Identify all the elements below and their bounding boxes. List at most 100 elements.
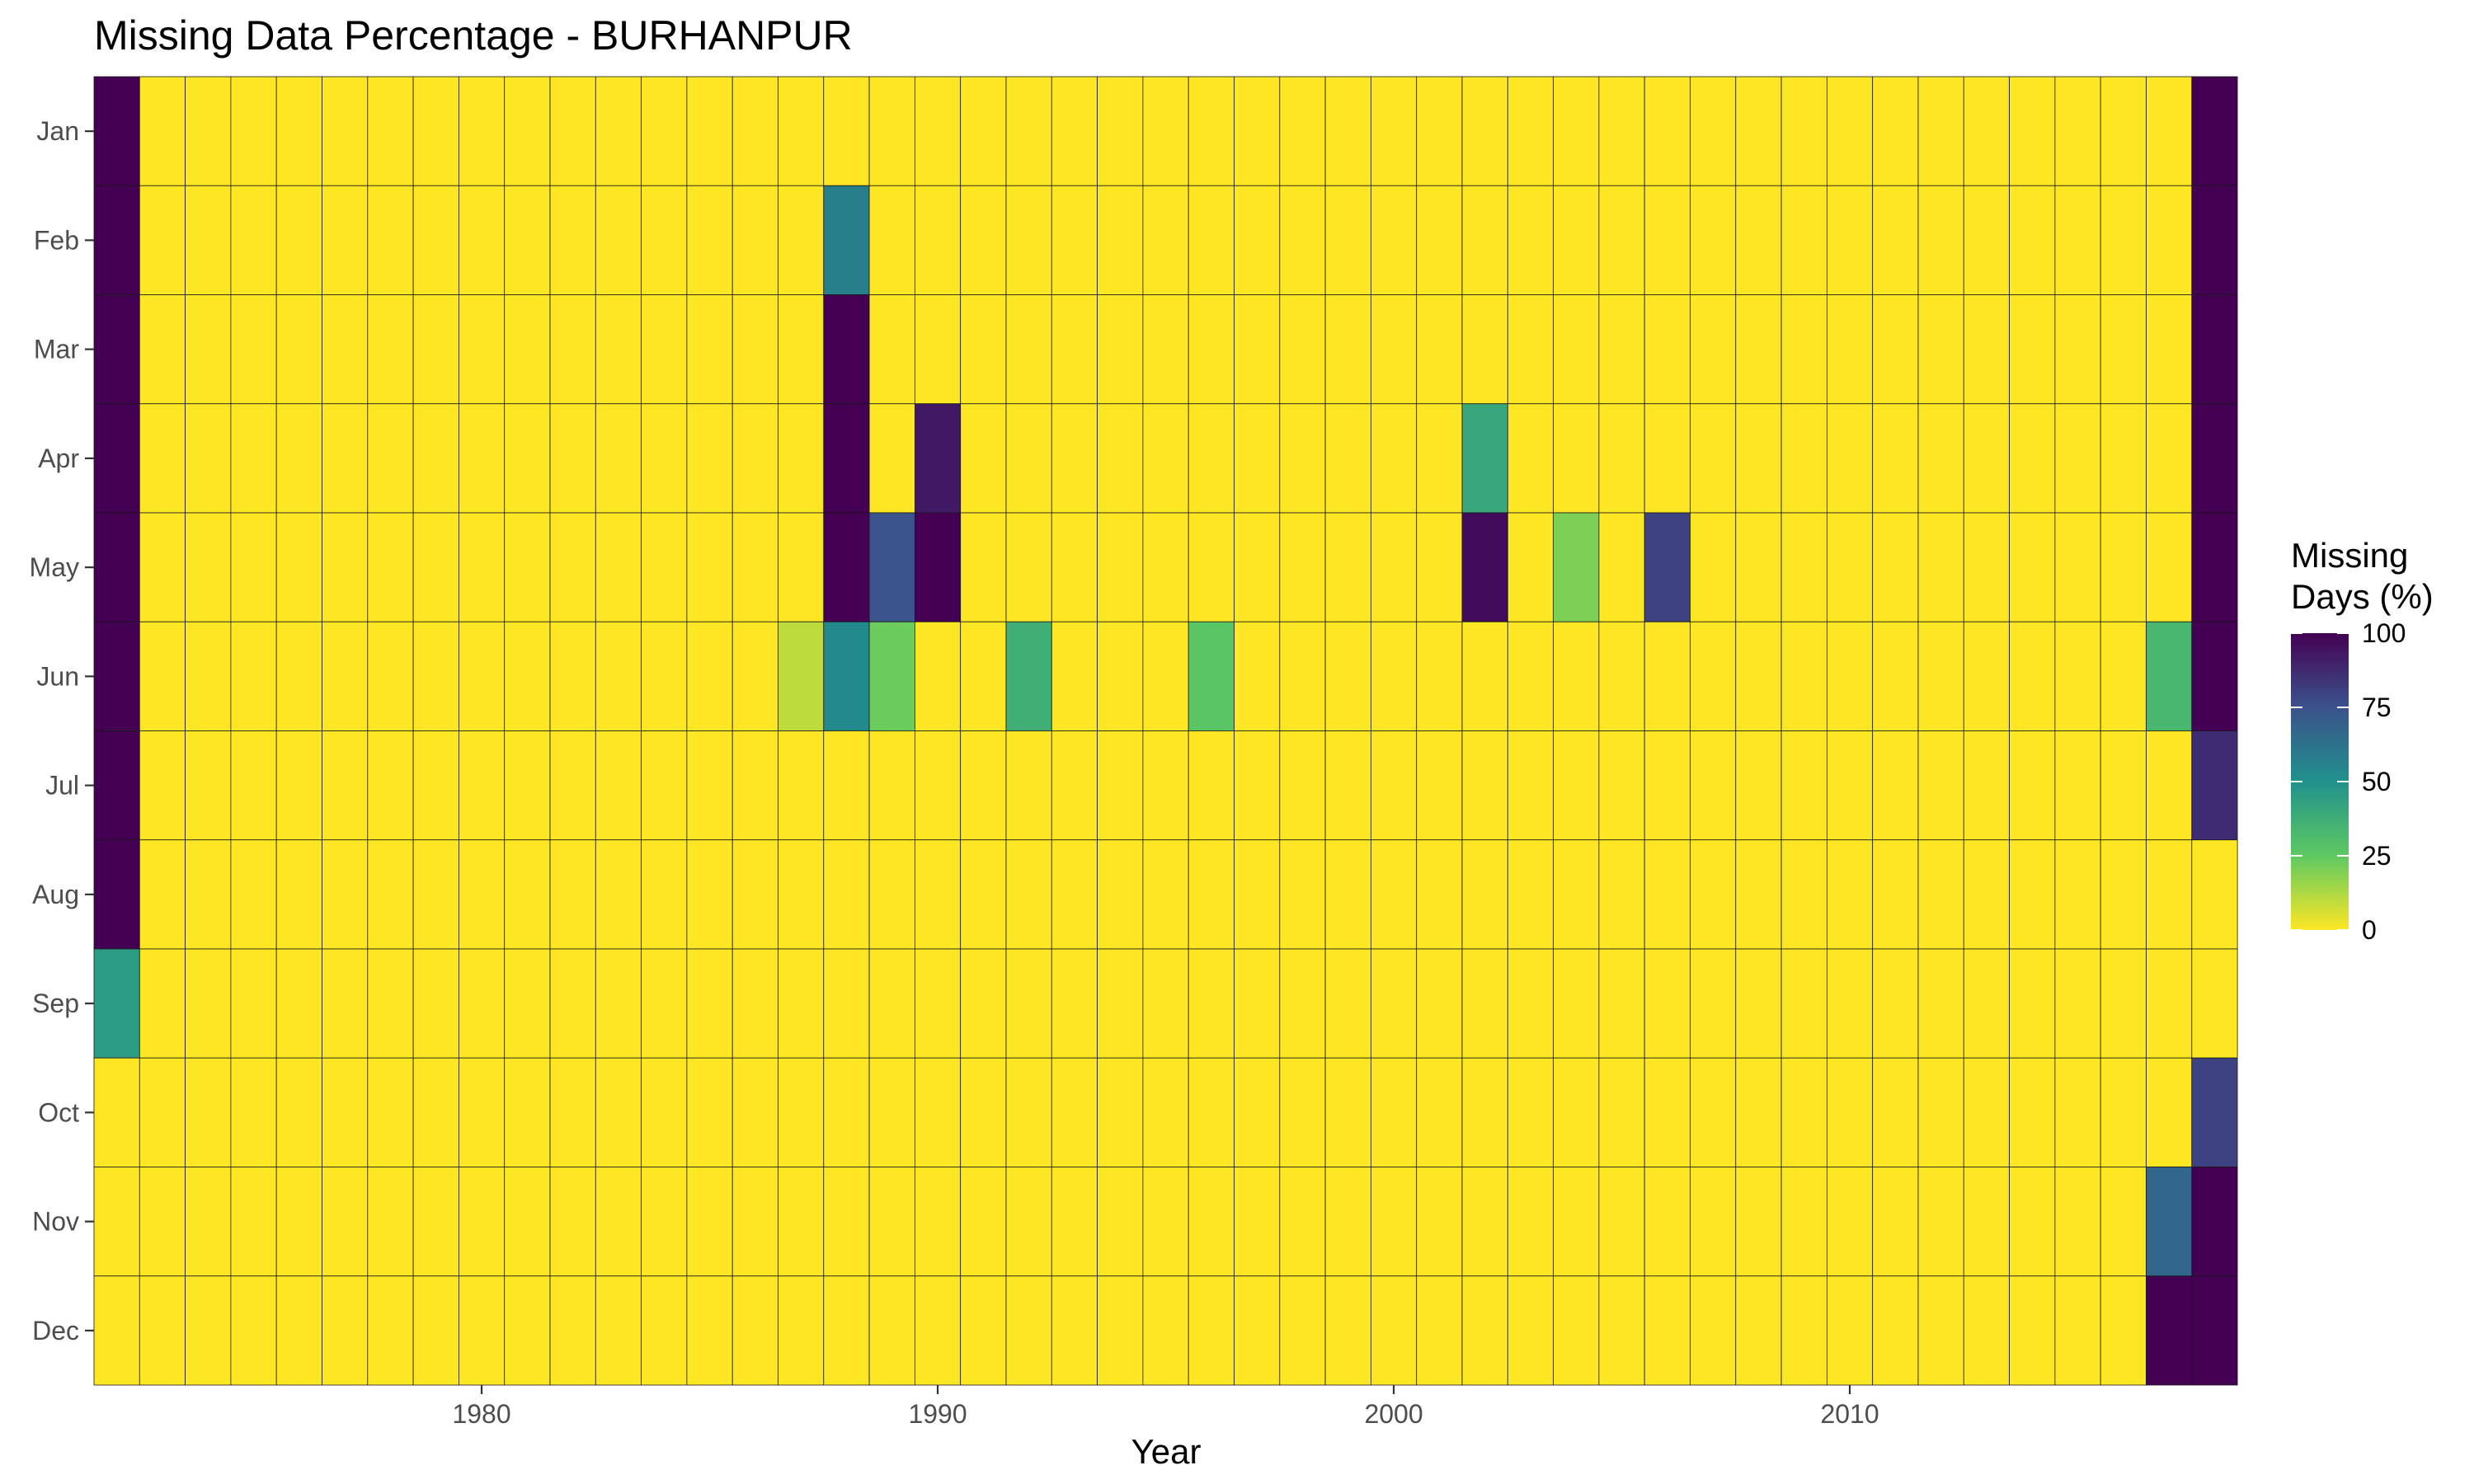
heatmap-cell — [1553, 621, 1600, 731]
heatmap-cell — [504, 948, 551, 1059]
heatmap-cell — [868, 512, 915, 622]
heatmap-cell — [1872, 294, 1919, 405]
heatmap-cell — [1507, 185, 1554, 295]
heatmap-cell — [504, 1167, 551, 1277]
heatmap-cell — [1461, 1167, 1508, 1277]
heatmap-cell — [1461, 403, 1508, 514]
heatmap-cell — [1826, 730, 1874, 841]
heatmap-cell — [1826, 621, 1874, 731]
heatmap-cell — [2054, 403, 2101, 514]
heatmap-cell — [1188, 512, 1235, 622]
heatmap-cell — [731, 1167, 778, 1277]
heatmap-cell — [322, 294, 369, 405]
heatmap-cell — [868, 948, 915, 1059]
heatmap-cell — [2146, 185, 2193, 295]
heatmap-cell — [1553, 294, 1600, 405]
heatmap-cell — [1507, 294, 1554, 405]
heatmap-cell — [731, 403, 778, 514]
heatmap-cell — [367, 621, 414, 731]
heatmap-cell — [1963, 403, 2011, 514]
color-legend: Missing Days (%) 0 25 50 75 100 — [2291, 536, 2434, 945]
heatmap-cell — [367, 185, 414, 295]
heatmap-cell — [1324, 621, 1371, 731]
heatmap-cell — [1963, 185, 2011, 295]
heatmap-cell — [412, 839, 459, 950]
heatmap-cell — [93, 730, 140, 841]
heatmap-cell — [504, 1057, 551, 1167]
heatmap-cell — [2191, 730, 2238, 841]
heatmap-cell — [504, 185, 551, 295]
heatmap-cell — [1416, 185, 1463, 295]
heatmap-cell — [549, 730, 596, 841]
heatmap-cell — [641, 76, 688, 186]
y-axis: Jan Feb Mar Apr May Jun Jul Aug Sep Oct Nov Dec — [30, 116, 94, 1345]
heatmap-cell — [459, 512, 506, 622]
heatmap-cell — [2146, 730, 2193, 841]
heatmap-cell — [1188, 1167, 1235, 1277]
heatmap-cell — [230, 839, 277, 950]
heatmap-cell — [549, 76, 596, 186]
heatmap-cell — [595, 403, 642, 514]
heatmap-cell — [686, 403, 733, 514]
heatmap-cell — [868, 839, 915, 950]
heatmap-cell — [1097, 512, 1144, 622]
heatmap-cell — [139, 839, 186, 950]
heatmap-cell — [868, 621, 915, 731]
heatmap-cell — [1507, 512, 1554, 622]
heatmap-cell — [1872, 403, 1919, 514]
heatmap-cell — [2009, 185, 2056, 295]
heatmap-cell — [1416, 1275, 1463, 1386]
heatmap-cell — [412, 76, 459, 186]
heatmap-cell — [1780, 185, 1827, 295]
heatmap-cell — [1644, 621, 1691, 731]
heatmap-cell — [960, 1167, 1007, 1277]
heatmap-cell — [185, 1057, 232, 1167]
heatmap-cell — [367, 512, 414, 622]
heatmap-cell — [1644, 294, 1691, 405]
heatmap-cell — [1234, 1275, 1281, 1386]
heatmap-cell — [641, 1275, 688, 1386]
heatmap-cell — [93, 1275, 140, 1386]
heatmap-cell — [1234, 839, 1281, 950]
heatmap-cell — [1051, 730, 1098, 841]
heatmap-cell — [275, 1275, 322, 1386]
heatmap-cell — [1917, 403, 1964, 514]
heatmap-cell — [641, 403, 688, 514]
heatmap-cell — [275, 1167, 322, 1277]
heatmap-cell — [2191, 294, 2238, 405]
heatmap-cell — [1735, 730, 1782, 841]
heatmap-cell — [1963, 948, 2011, 1059]
heatmap-cell — [1917, 512, 1964, 622]
heatmap-cell — [1690, 512, 1737, 622]
heatmap-cell — [504, 294, 551, 405]
heatmap-cell — [1780, 948, 1827, 1059]
heatmap-cell — [1963, 1167, 2011, 1277]
heatmap-cell — [1735, 76, 1782, 186]
heatmap-cell — [778, 1057, 825, 1167]
heatmap-cell — [1507, 839, 1554, 950]
heatmap-cell — [823, 730, 870, 841]
chart-title: Missing Data Percentage - BURHANPUR — [94, 12, 853, 59]
heatmap-cell — [915, 294, 962, 405]
heatmap-cell — [185, 1275, 232, 1386]
heatmap-cell — [549, 294, 596, 405]
heatmap-cell — [93, 294, 140, 405]
heatmap-cell — [1142, 621, 1189, 731]
heatmap-cell — [1507, 621, 1554, 731]
heatmap-cell — [412, 621, 459, 731]
heatmap-cell — [1917, 1275, 1964, 1386]
heatmap-cell — [1142, 1167, 1189, 1277]
heatmap-cell — [915, 1275, 962, 1386]
heatmap-cell — [275, 839, 322, 950]
heatmap-cell — [686, 1275, 733, 1386]
heatmap-cell — [1507, 1167, 1554, 1277]
heatmap-cell — [2146, 1057, 2193, 1167]
heatmap-cell — [275, 512, 322, 622]
heatmap-cell — [1826, 185, 1874, 295]
heatmap-cell — [823, 839, 870, 950]
heatmap-cell — [1872, 621, 1919, 731]
heatmap-cell — [1826, 1057, 1874, 1167]
heatmap-cell — [2054, 185, 2101, 295]
heatmap-cell — [868, 1167, 915, 1277]
y-tick-label: Mar — [34, 335, 79, 364]
